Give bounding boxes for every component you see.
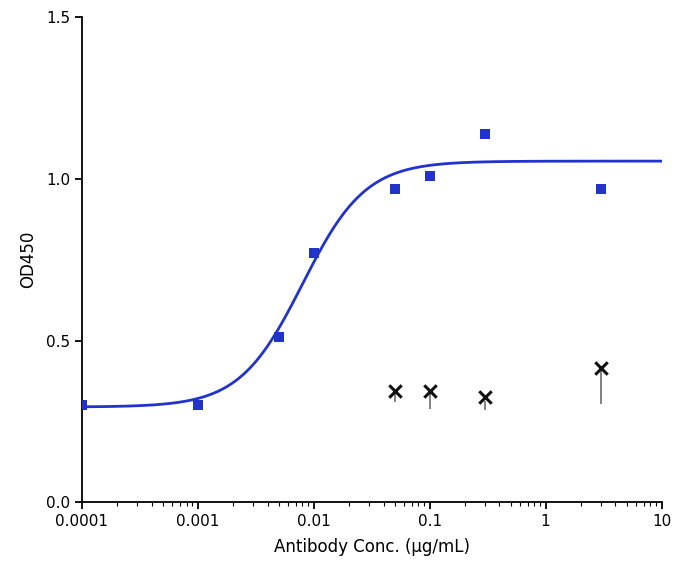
- Point: [76, 401, 87, 410]
- Point: [424, 387, 435, 396]
- Y-axis label: OD450: OD450: [20, 231, 38, 288]
- Point: [479, 129, 490, 138]
- Point: [595, 364, 606, 373]
- X-axis label: Antibody Conc. (μg/mL): Antibody Conc. (μg/mL): [273, 538, 470, 556]
- Point: [389, 387, 400, 396]
- Point: [424, 171, 435, 180]
- Point: [308, 249, 319, 258]
- Point: [273, 333, 284, 342]
- Point: [192, 401, 203, 410]
- Point: [389, 184, 400, 193]
- Point: [595, 184, 606, 193]
- Point: [479, 393, 490, 402]
